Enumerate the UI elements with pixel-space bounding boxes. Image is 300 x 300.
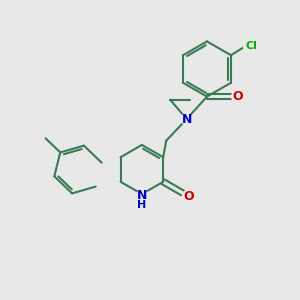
Circle shape [182, 190, 194, 202]
Text: H: H [137, 200, 146, 210]
Text: O: O [232, 90, 243, 103]
Text: O: O [183, 190, 194, 203]
Text: Cl: Cl [246, 40, 258, 51]
Circle shape [181, 114, 192, 124]
Text: N: N [137, 189, 147, 202]
Circle shape [232, 91, 244, 103]
Circle shape [244, 37, 260, 54]
Circle shape [138, 200, 146, 209]
Circle shape [136, 190, 147, 201]
Text: N: N [182, 112, 192, 126]
